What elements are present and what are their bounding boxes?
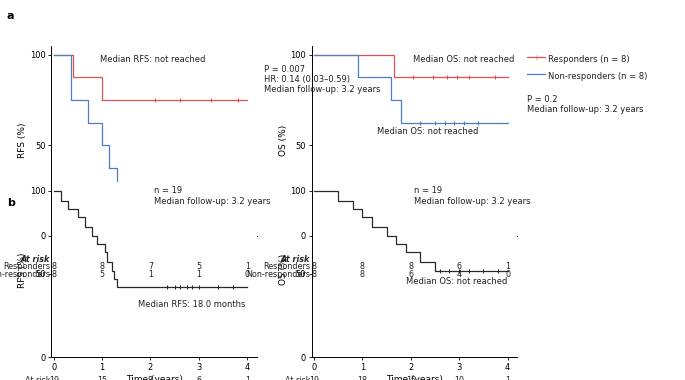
Text: Median RFS: 18.0 months: Median RFS: 18.0 months — [138, 300, 246, 309]
Text: 8: 8 — [360, 270, 365, 279]
Text: Responders: Responders — [263, 262, 310, 271]
Y-axis label: RFS (%): RFS (%) — [18, 252, 27, 288]
Text: Responders: Responders — [3, 262, 50, 271]
Text: 1: 1 — [148, 270, 153, 279]
X-axis label: Time (years): Time (years) — [125, 253, 183, 262]
Text: b: b — [7, 198, 14, 207]
Text: Median RFS: 13.4 months: Median RFS: 13.4 months — [126, 218, 234, 227]
Text: 8: 8 — [312, 270, 316, 279]
Text: At risk: At risk — [285, 376, 310, 380]
X-axis label: Time (years): Time (years) — [125, 375, 183, 380]
Text: 18: 18 — [358, 376, 367, 380]
Text: 5: 5 — [99, 270, 105, 279]
Text: Non-responders: Non-responders — [0, 270, 50, 279]
Text: 19: 19 — [49, 376, 59, 380]
Text: 19: 19 — [309, 376, 319, 380]
Text: n = 19
Median follow-up: 3.2 years: n = 19 Median follow-up: 3.2 years — [414, 186, 531, 206]
Text: At risk: At risk — [25, 376, 50, 380]
Text: 6: 6 — [197, 376, 201, 380]
Text: 1: 1 — [505, 376, 510, 380]
Text: 0: 0 — [245, 270, 250, 279]
Text: 8: 8 — [408, 262, 413, 271]
Text: Median RFS: not reached: Median RFS: not reached — [100, 55, 205, 64]
Text: |: | — [535, 54, 537, 60]
X-axis label: Time (years): Time (years) — [386, 253, 443, 262]
Text: Non-responders: Non-responders — [247, 270, 310, 279]
Text: Responders (n = 8): Responders (n = 8) — [548, 55, 630, 64]
Y-axis label: OS (%): OS (%) — [279, 254, 288, 285]
Y-axis label: RFS (%): RFS (%) — [18, 123, 27, 158]
Y-axis label: OS (%): OS (%) — [279, 125, 288, 156]
Text: 5: 5 — [197, 262, 201, 271]
Text: 4: 4 — [457, 270, 462, 279]
Text: 8: 8 — [360, 262, 365, 271]
Text: 1: 1 — [197, 270, 201, 279]
Text: a: a — [7, 11, 14, 21]
Text: 8: 8 — [312, 262, 316, 271]
Text: 1: 1 — [245, 262, 250, 271]
Text: 1: 1 — [245, 376, 250, 380]
Text: 6: 6 — [408, 270, 413, 279]
Text: 6: 6 — [457, 262, 462, 271]
Text: 8: 8 — [99, 262, 105, 271]
Text: 0: 0 — [505, 270, 510, 279]
Text: Median OS: not reached: Median OS: not reached — [406, 277, 508, 286]
Text: 7: 7 — [148, 262, 153, 271]
Text: 8: 8 — [51, 270, 56, 279]
Text: 8: 8 — [51, 262, 56, 271]
Text: 10: 10 — [454, 376, 464, 380]
Text: At risk: At risk — [281, 255, 310, 264]
Text: At risk: At risk — [21, 255, 50, 264]
Text: 1: 1 — [505, 262, 510, 271]
Text: P = 0.2
Median follow-up: 3.2 years: P = 0.2 Median follow-up: 3.2 years — [527, 95, 644, 114]
Text: 8: 8 — [148, 376, 153, 380]
Text: Median OS: not reached: Median OS: not reached — [413, 55, 514, 64]
Text: Median OS: not reached: Median OS: not reached — [377, 127, 478, 136]
Text: n = 19
Median follow-up: 3.2 years: n = 19 Median follow-up: 3.2 years — [154, 186, 271, 206]
Text: 15: 15 — [406, 376, 416, 380]
Text: 15: 15 — [97, 376, 108, 380]
Text: P = 0.007
HR: 0.14 (0.03–0.59)
Median follow-up: 3.2 years: P = 0.007 HR: 0.14 (0.03–0.59) Median fo… — [264, 65, 380, 94]
Text: Non-responders (n = 8): Non-responders (n = 8) — [548, 72, 647, 81]
X-axis label: Time (years): Time (years) — [386, 375, 443, 380]
